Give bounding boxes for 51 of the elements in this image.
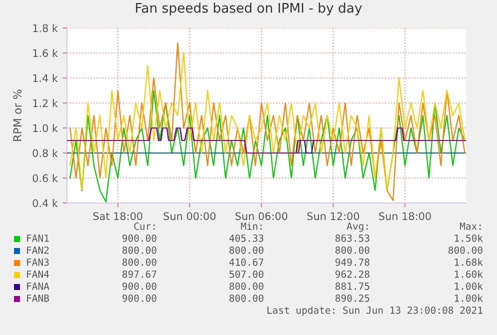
- x-tick-label: Sun 12:00: [307, 212, 360, 220]
- text: Avg:: [346, 222, 368, 232]
- text: 900.00: [122, 234, 156, 242]
- y-tick-label: 0.6 k: [32, 174, 58, 182]
- text: 1.68k: [454, 258, 483, 266]
- y-tick-label: 1.2 k: [33, 99, 58, 107]
- text: 410.67: [229, 258, 264, 266]
- legend-label: FAN4: [27, 270, 49, 278]
- x-tick-label: Sun 06:00: [236, 212, 288, 220]
- text: 1.60k: [454, 270, 483, 278]
- text: 863.53: [336, 234, 370, 242]
- y-tick-label: 1.0 k: [33, 124, 58, 132]
- text: 881.75: [336, 282, 370, 290]
- y-tick-label: 1.4 k: [33, 74, 58, 82]
- text: Last update: Sun Jun 13 23:00:08 2021: [267, 306, 482, 316]
- y-tick-label: 0.4 k: [32, 199, 58, 208]
- text: 800.00: [336, 246, 370, 254]
- text: Min:: [240, 222, 262, 230]
- text: Max:: [460, 222, 481, 230]
- text: 800.00: [122, 258, 156, 266]
- text: 800.00: [122, 246, 156, 254]
- text: 962.28: [335, 270, 370, 278]
- legend-label: FAN3: [27, 258, 49, 266]
- legend-label: FAN2: [27, 246, 49, 254]
- y-tick-label: 1.6 k: [33, 49, 58, 58]
- text: 405.33: [229, 234, 264, 242]
- legend-label: FAN1: [27, 234, 49, 242]
- text: 897.67: [122, 270, 156, 278]
- x-tick-label: Sat 18:00: [93, 212, 142, 220]
- text: 1.00k: [454, 294, 483, 302]
- text: Cur:: [134, 222, 155, 230]
- x-tick-label: Sun 00:00: [164, 212, 216, 220]
- text: 800.00: [230, 282, 264, 290]
- text: 800.00: [230, 294, 264, 302]
- legend-label: FANA: [27, 282, 50, 290]
- chart-title: Fan speeds based on IPMI - by day: [136, 2, 362, 16]
- text: 1.50k: [454, 234, 483, 242]
- y-tick-label: 1.8 k: [33, 24, 58, 32]
- text: 1.00k: [454, 282, 483, 290]
- x-tick-label: Sun 18:00: [379, 212, 431, 220]
- text: 900.00: [122, 294, 156, 302]
- line-series: [69, 90, 466, 202]
- legend-label: FANB: [27, 294, 49, 302]
- text: 800.00: [230, 246, 264, 254]
- text: 900.00: [122, 282, 156, 290]
- text: 800.00: [448, 246, 482, 254]
- y-axis-title: RPM or %: [13, 90, 22, 141]
- text: 890.25: [336, 294, 370, 302]
- text: 949.78: [335, 258, 370, 266]
- text: 507.00: [230, 270, 264, 278]
- y-tick-label: 0.8 k: [32, 149, 58, 158]
